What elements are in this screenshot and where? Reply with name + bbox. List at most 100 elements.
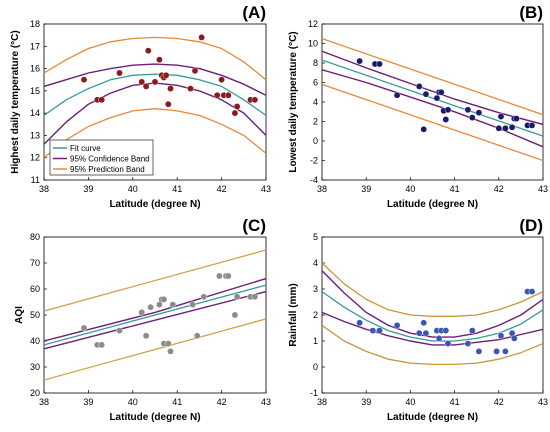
data-point xyxy=(415,83,423,90)
data-point xyxy=(528,122,536,129)
y-tick-label: 10 xyxy=(308,39,318,49)
y-tick-label: 12 xyxy=(30,153,40,163)
y-tick-label: 1 xyxy=(313,336,318,346)
y-tick-label: 15 xyxy=(30,86,40,96)
y-axis-label: Lowest daily temperature (°C) xyxy=(288,31,299,172)
data-point xyxy=(444,340,452,347)
data-point xyxy=(233,293,241,301)
prediction-band-lower xyxy=(322,324,543,366)
y-tick-label: -1 xyxy=(310,388,318,398)
data-point xyxy=(144,47,152,55)
x-tick-label: 40 xyxy=(405,397,415,407)
plot-frame xyxy=(43,23,267,181)
y-tick-label: 12 xyxy=(308,19,318,29)
data-point xyxy=(497,332,505,340)
curve-group xyxy=(322,37,543,162)
data-point xyxy=(164,100,172,108)
x-axis-label: Latitude (degree N) xyxy=(387,199,478,210)
x-tick-label: 38 xyxy=(317,397,327,407)
data-point xyxy=(422,329,430,337)
panel-label: (B) xyxy=(519,3,543,22)
x-tick-label: 42 xyxy=(494,184,504,194)
fit-curve xyxy=(322,291,543,342)
data-point xyxy=(116,327,123,334)
data-point xyxy=(393,322,401,329)
x-tick-label: 43 xyxy=(261,397,271,407)
data-point xyxy=(510,335,518,342)
prediction-band-upper xyxy=(44,36,266,81)
data-point xyxy=(162,72,170,79)
data-point xyxy=(138,78,145,86)
data-point xyxy=(233,103,241,110)
data-point xyxy=(138,309,145,316)
data-point xyxy=(356,319,363,327)
x-tick-label: 42 xyxy=(217,397,227,407)
x-tick-label: 41 xyxy=(172,397,182,407)
x-tick-label: 39 xyxy=(361,397,371,407)
data-point xyxy=(231,311,239,319)
data-point xyxy=(231,109,239,117)
data-point xyxy=(420,126,428,133)
data-point xyxy=(442,116,450,123)
y-tick-label: 70 xyxy=(30,258,40,268)
y-tick-label: 17 xyxy=(30,41,40,51)
data-point xyxy=(502,348,509,355)
data-point xyxy=(497,113,505,120)
chart-panel-b: 38 39 40 41 42 43 -4 -2 0 2 4 6 8 10 12 Latitude (degre… xyxy=(288,3,548,210)
x-tick-label: 42 xyxy=(217,184,227,194)
x-tick-label: 39 xyxy=(83,184,93,194)
chart-panel-a: 38 39 40 41 42 43 11 12 13 14 15 16 17 18 Latitude (de… xyxy=(10,3,271,210)
data-point xyxy=(147,303,154,311)
y-tick-label: 60 xyxy=(30,284,40,294)
x-tick-label: 39 xyxy=(83,397,93,407)
confidence-band-lower xyxy=(322,311,543,346)
data-point xyxy=(442,327,450,334)
panel-label: (A) xyxy=(242,3,266,22)
fit-curve xyxy=(322,59,543,137)
y-tick-label: 11 xyxy=(31,175,40,185)
chart-panel-c: 38 39 40 41 42 43 20 30 40 50 60 70 80 Latitude (degr… xyxy=(14,216,271,423)
data-point xyxy=(164,340,172,347)
y-tick-label: 16 xyxy=(30,64,40,74)
data-point xyxy=(98,96,105,104)
chart-panel-d: 38 39 40 41 42 43 -1 0 1 2 3 4 5 Latitude (degree N) R… xyxy=(288,216,548,423)
data-point xyxy=(213,92,221,99)
data-point xyxy=(435,335,443,342)
data-point xyxy=(80,76,88,83)
prediction-band-upper xyxy=(322,262,543,317)
x-tick-label: 38 xyxy=(39,397,49,407)
x-axis-label: Latitude (degree N) xyxy=(387,412,478,423)
x-tick-label: 40 xyxy=(128,397,138,407)
data-point xyxy=(251,293,259,301)
y-tick-label: 13 xyxy=(30,130,40,140)
y-tick-label: 4 xyxy=(313,258,318,268)
x-tick-label: 40 xyxy=(128,184,138,194)
x-tick-label: 38 xyxy=(317,184,327,194)
y-tick-label: 18 xyxy=(30,19,40,29)
confidence-band-upper xyxy=(322,50,543,126)
y-tick-label: -4 xyxy=(310,175,318,185)
data-point xyxy=(369,327,377,334)
fit-curve xyxy=(44,73,266,116)
x-tick-label: 40 xyxy=(405,184,415,194)
confidence-band-upper xyxy=(44,63,266,96)
x-tick-label: 43 xyxy=(538,184,548,194)
y-tick-label: 4 xyxy=(313,97,318,107)
data-point xyxy=(513,115,520,122)
data-point xyxy=(475,348,483,355)
data-point xyxy=(167,85,174,92)
x-axis-label: Latitude (degree N) xyxy=(109,199,200,210)
data-point xyxy=(198,34,205,41)
confidence-band-lower xyxy=(322,69,543,148)
y-tick-label: 5 xyxy=(313,232,318,242)
y-axis-label: Rainfall (mm) xyxy=(288,283,299,346)
data-point xyxy=(495,125,503,132)
data-point xyxy=(393,91,401,99)
data-point xyxy=(468,327,476,334)
x-tick-label: 39 xyxy=(361,184,371,194)
prediction-band-upper xyxy=(44,249,266,312)
data-point xyxy=(189,301,196,308)
y-tick-label: 6 xyxy=(313,78,318,88)
